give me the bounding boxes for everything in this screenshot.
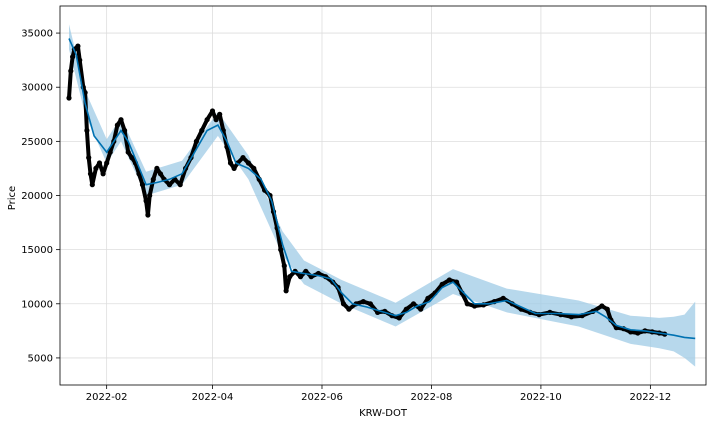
observed-connector	[111, 123, 120, 144]
y-tick-label: 15000	[21, 245, 53, 256]
observed-connector	[90, 166, 98, 187]
observed-connector	[86, 155, 93, 176]
x-axis-ticks: 2022-02 2022-04 2022-06 2022-08 2022-10 2022-…	[86, 385, 671, 403]
x-tick-label: 2022-12	[629, 392, 671, 403]
y-tick-label: 35000	[21, 29, 53, 40]
y-tick-label: 25000	[21, 137, 53, 148]
y-tick-label: 10000	[21, 299, 53, 310]
x-tick-label: 2022-10	[520, 392, 562, 403]
observed-connector	[178, 166, 188, 187]
observed-connector	[77, 58, 86, 90]
observed-connector	[271, 209, 280, 230]
y-axis-label: Price	[7, 186, 18, 210]
observed-connector	[217, 112, 226, 133]
observed-connector	[67, 69, 73, 100]
observed-connector	[189, 139, 199, 160]
x-axis-label: KRW-DOT	[359, 408, 408, 419]
y-axis-ticks: 5000 10000 15000 20000 25000 30000 35000	[21, 29, 60, 364]
observed-connector	[83, 90, 89, 133]
forecast-line-layer	[68, 38, 696, 340]
observed-connector	[122, 128, 131, 155]
observed-connector	[145, 193, 152, 217]
y-tick-label: 30000	[21, 83, 53, 94]
y-tick-label: 20000	[21, 191, 53, 202]
observed-connector	[147, 177, 156, 198]
observed-connector	[84, 128, 91, 160]
x-tick-label: 2022-04	[192, 392, 234, 403]
observed-connector	[140, 182, 149, 203]
x-tick-label: 2022-02	[86, 392, 128, 403]
x-tick-label: 2022-06	[301, 392, 343, 403]
observed-connector	[278, 247, 287, 268]
x-tick-label: 2022-08	[411, 392, 453, 403]
observed-connector	[224, 144, 233, 165]
y-tick-label: 5000	[28, 353, 53, 364]
observed-connector	[275, 226, 283, 252]
forecast-line	[68, 38, 696, 340]
